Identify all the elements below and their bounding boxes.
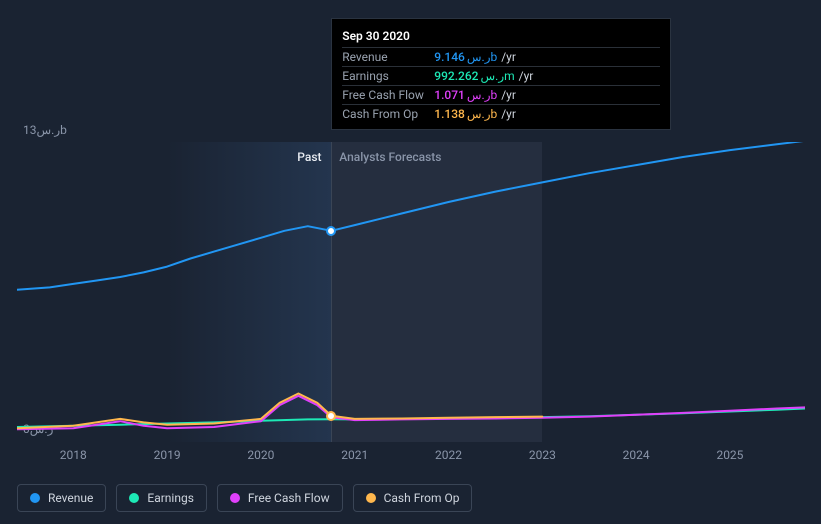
chart-svg xyxy=(17,142,805,442)
series-fcf xyxy=(17,396,805,430)
x-tick: 2020 xyxy=(247,448,274,462)
legend-item-cfo[interactable]: Cash From Op xyxy=(353,484,473,512)
legend-item-revenue[interactable]: Revenue xyxy=(17,484,106,512)
tooltip-row: Free Cash Flow1.071ر.سb/yr xyxy=(342,85,660,104)
x-axis: 2018 2019 2020 2021 2022 2023 2024 2025 xyxy=(17,448,805,468)
series-revenue xyxy=(17,142,805,290)
legend-item-earnings[interactable]: Earnings xyxy=(116,484,207,512)
tooltip-title: Sep 30 2020 xyxy=(342,25,660,47)
legend-swatch xyxy=(129,493,139,503)
x-tick: 2021 xyxy=(341,448,368,462)
x-tick: 2022 xyxy=(435,448,462,462)
tooltip-row: Revenue9.146ر.سb/yr xyxy=(342,47,660,66)
tooltip-row-label: Revenue xyxy=(342,50,434,64)
legend-label: Cash From Op xyxy=(384,491,460,505)
tooltip-row-value: 1.138ر.سb/yr xyxy=(434,107,516,121)
legend-label: Free Cash Flow xyxy=(248,491,330,505)
legend-swatch xyxy=(30,493,40,503)
tooltip-row-value: 9.146ر.سb/yr xyxy=(434,50,516,64)
legend-swatch xyxy=(366,493,376,503)
tooltip-row-label: Free Cash Flow xyxy=(342,88,434,102)
legend: Revenue Earnings Free Cash Flow Cash From O… xyxy=(17,484,472,512)
series-cfo xyxy=(17,394,542,429)
x-tick: 2019 xyxy=(154,448,181,462)
tooltip-row: Cash From Op1.138ر.سb/yr xyxy=(342,104,660,123)
legend-item-fcf[interactable]: Free Cash Flow xyxy=(217,484,343,512)
y-tick-max: ر.س13b xyxy=(23,123,67,137)
tooltip-row-value: 992.262ر.سm/yr xyxy=(434,69,533,83)
tooltip-row-label: Earnings xyxy=(342,69,434,83)
tooltip-row-value: 1.071ر.سb/yr xyxy=(434,88,516,102)
legend-label: Earnings xyxy=(147,491,194,505)
tooltip-row-label: Cash From Op xyxy=(342,107,434,121)
x-tick: 2018 xyxy=(60,448,87,462)
x-tick: 2023 xyxy=(529,448,556,462)
x-tick: 2024 xyxy=(623,448,650,462)
legend-label: Revenue xyxy=(48,491,93,505)
chart-plot-area[interactable] xyxy=(17,142,805,442)
x-tick: 2025 xyxy=(716,448,743,462)
cursor-marker-cfo xyxy=(326,411,336,421)
tooltip-row: Earnings992.262ر.سm/yr xyxy=(342,66,660,85)
tooltip: Sep 30 2020 Revenue9.146ر.سb/yrEarnings9… xyxy=(331,18,671,130)
cursor-marker-revenue xyxy=(326,226,336,236)
legend-swatch xyxy=(230,493,240,503)
